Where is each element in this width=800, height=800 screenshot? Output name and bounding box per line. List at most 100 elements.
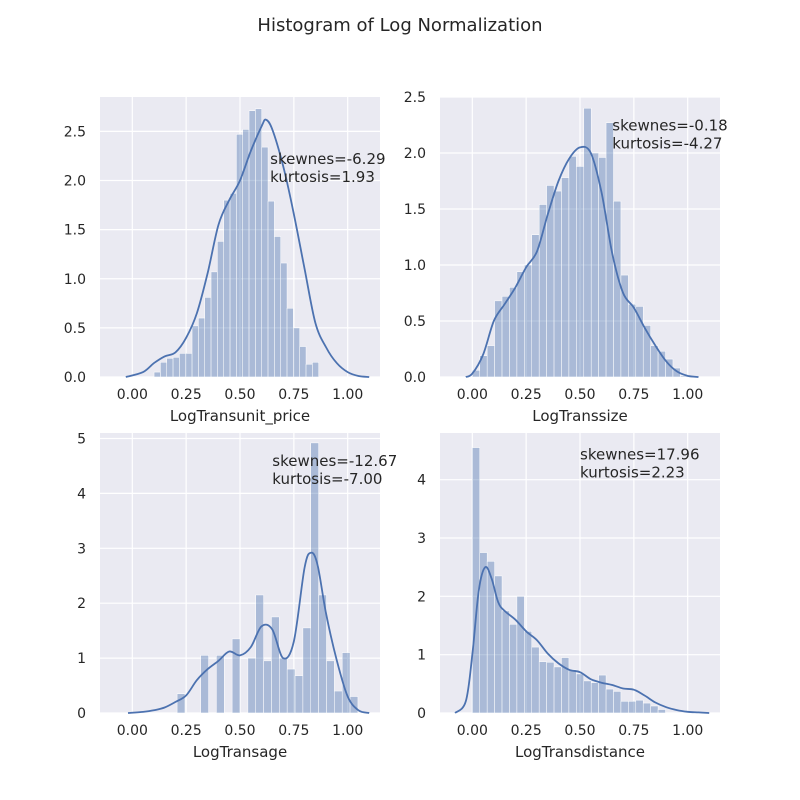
- histogram-bar: [516, 596, 525, 714]
- histogram-bar: [179, 353, 186, 378]
- y-tick-label: 1.0: [404, 258, 426, 274]
- histogram-bar: [501, 610, 510, 714]
- histogram-bar: [605, 688, 614, 714]
- kurtosis-annotation: kurtosis=1.93: [270, 168, 375, 186]
- x-tick-label: 0.25: [511, 723, 542, 739]
- x-tick-label: 0.50: [564, 723, 595, 739]
- y-tick-label: 0.5: [64, 321, 86, 337]
- x-tick-label: 0.00: [457, 387, 488, 403]
- histogram-bar: [231, 638, 241, 714]
- histogram-bar: [279, 657, 288, 714]
- skewness-annotation: skewnes=17.96: [580, 445, 700, 463]
- subplot-age: 0.00 0.25 0.50 0.75 1.00 0 1 2 3 4 5 LogTransage ske…: [77, 431, 397, 761]
- histogram-bar: [516, 271, 525, 378]
- y-tick-label: 4: [77, 486, 86, 502]
- x-tick-label: 0.25: [171, 723, 202, 739]
- kde-curve: [465, 145, 699, 378]
- histogram-bar: [255, 594, 264, 714]
- histogram-bar: [620, 701, 629, 714]
- histogram-bar: [650, 345, 659, 378]
- histogram-bar: [293, 327, 300, 378]
- y-tick-label: 1.0: [64, 272, 86, 288]
- y-tick-label: 0.5: [404, 314, 426, 330]
- histogram-bar: [524, 631, 533, 714]
- kde-curve: [125, 118, 370, 378]
- histogram-bar: [263, 660, 272, 714]
- histogram-bar: [160, 362, 167, 378]
- subplot-unit-price: 0.00 0.25 0.50 0.75 1.00 0.0 0.5 1.0 1.5 2.0 2.5 Lo…: [64, 97, 386, 426]
- y-tick-label: 3: [417, 531, 426, 547]
- histogram-bar: [261, 146, 269, 378]
- histogram-bar: [613, 691, 622, 714]
- histogram-bar: [326, 660, 335, 714]
- histogram-bar: [191, 325, 199, 378]
- y-tick-label: 0: [77, 706, 86, 722]
- y-tick-label: 5: [77, 431, 86, 447]
- histogram-bar: [274, 236, 281, 378]
- histogram-bar: [650, 705, 659, 714]
- histogram-bar: [247, 657, 256, 714]
- histogram-bar: [628, 701, 637, 714]
- histogram-bar: [172, 357, 180, 378]
- y-tick-label: 0: [417, 706, 426, 722]
- histogram-bar: [524, 264, 533, 378]
- histogram-bar: [305, 363, 313, 378]
- histogram-bar: [531, 646, 540, 714]
- y-tick-label: 4: [417, 473, 426, 489]
- x-tick-label: 0.75: [618, 387, 649, 403]
- histogram-bar: [501, 296, 510, 378]
- histogram-bar: [628, 303, 637, 378]
- histogram-bar: [509, 287, 518, 378]
- y-tick-label: 2.5: [404, 90, 426, 106]
- histogram-bar: [216, 655, 225, 714]
- subplot-distance: 0.00 0.25 0.50 0.75 1.00 0 1 2 3 4 LogTransdistanc…: [417, 433, 720, 761]
- y-tick-label: 1: [417, 648, 426, 664]
- x-tick-label: 1.00: [332, 723, 363, 739]
- x-tick-label: 1.00: [672, 723, 703, 739]
- kurtosis-annotation: kurtosis=-7.00: [272, 470, 382, 488]
- histogram-bar: [204, 297, 212, 378]
- histogram-bar: [280, 262, 288, 378]
- skewness-annotation: skewnes=-6.29: [270, 150, 385, 168]
- histogram-bar: [553, 190, 562, 378]
- histogram-bar: [349, 696, 359, 714]
- histogram-bar: [299, 346, 307, 378]
- subplot-size: 0.00 0.25 0.50 0.75 1.00 0.0 0.5 1.0 1.5 2.0 2.5 Lo…: [404, 90, 728, 425]
- histogram-bar: [286, 307, 294, 378]
- x-tick-label: 0.00: [117, 387, 148, 403]
- y-tick-label: 2.0: [404, 146, 426, 162]
- histogram-bar: [185, 353, 193, 378]
- histogram-bar: [334, 690, 343, 714]
- histogram-bar: [635, 699, 644, 714]
- histogram-bar: [590, 682, 599, 714]
- y-tick-label: 2: [417, 589, 426, 605]
- y-tick-label: 2: [77, 596, 86, 612]
- x-axis-label: LogTranssize: [532, 407, 628, 425]
- histogram-bar: [583, 680, 592, 714]
- kurtosis-annotation: kurtosis=-4.27: [612, 135, 722, 153]
- histogram-bar: [310, 442, 319, 714]
- x-tick-label: 0.25: [511, 387, 542, 403]
- kde-curve: [127, 551, 370, 714]
- histogram-bar: [153, 371, 161, 378]
- histogram-bar: [553, 666, 562, 714]
- histogram-bar: [538, 661, 547, 714]
- histogram-bar: [286, 668, 296, 714]
- histogram-bar: [576, 166, 585, 378]
- x-tick-label: 0.75: [278, 723, 309, 739]
- x-tick-label: 0.00: [117, 723, 148, 739]
- y-tick-label: 2.0: [64, 174, 86, 190]
- figure-title: Histogram of Log Normalization: [257, 15, 542, 36]
- histogram-bar: [561, 177, 570, 378]
- kurtosis-annotation: kurtosis=2.23: [580, 463, 685, 481]
- y-tick-label: 0.0: [404, 370, 426, 386]
- x-tick-label: 0.00: [457, 723, 488, 739]
- x-axis-label: LogTransdistance: [515, 743, 645, 761]
- histogram-bar: [198, 317, 205, 378]
- histogram-bar: [210, 271, 218, 378]
- skewness-annotation: skewnes=-12.67: [272, 452, 397, 470]
- histogram-bar: [568, 669, 577, 714]
- x-tick-label: 0.50: [564, 387, 595, 403]
- histogram-bar: [200, 655, 209, 714]
